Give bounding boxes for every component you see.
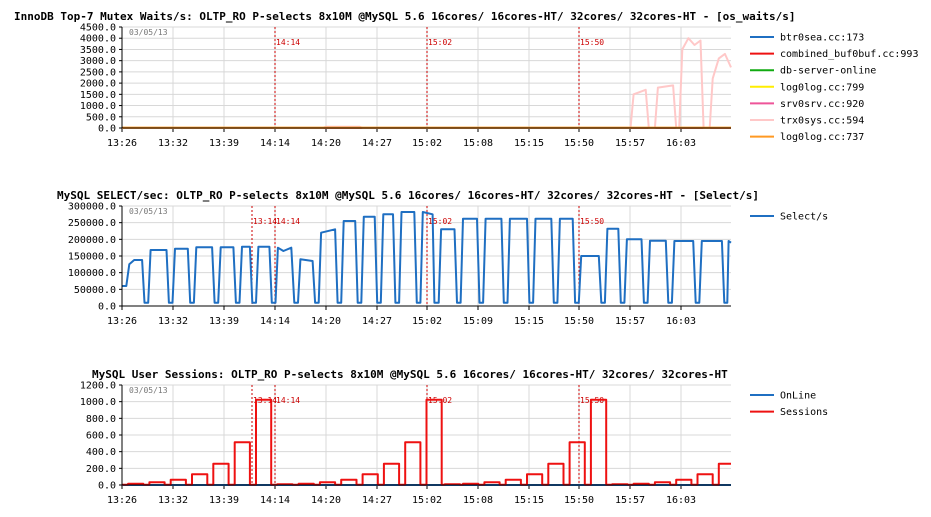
time-marker-label: 15:50 [580,217,604,226]
y-tick-label: 3500.0 [80,45,116,56]
x-tick-label: 15:08 [463,138,493,149]
y-tick-label: 1000.0 [80,101,116,112]
chart-1: InnoDB Top-7 Mutex Waits/s: OLTP_RO P-se… [14,10,918,149]
legend-label: OnLine [780,391,816,402]
y-tick-label: 200000.0 [68,235,116,246]
x-tick-label: 14:20 [311,495,341,506]
y-tick-label: 3000.0 [80,56,116,67]
x-tick-label: 15:02 [412,138,442,149]
y-tick-label: 600.0 [86,431,116,442]
legend-label: Select/s [780,212,828,223]
x-tick-label: 16:03 [666,495,696,506]
x-tick-label: 14:14 [260,495,290,506]
x-tick-label: 15:50 [564,495,594,506]
time-marker-label: 14:14 [276,38,300,47]
x-tick-label: 15:50 [564,138,594,149]
legend-label: trx0sys.cc:594 [780,116,864,127]
x-tick-label: 16:03 [666,316,696,327]
legend-label: Sessions [780,407,828,418]
time-marker-label: 15:02 [428,217,452,226]
x-tick-label: 13:39 [209,316,239,327]
time-marker-label: 15:50 [580,38,604,47]
time-marker-label: 14:14 [276,396,300,405]
x-tick-label: 14:20 [311,138,341,149]
x-tick-label: 15:15 [514,138,544,149]
x-tick-label: 15:09 [463,316,493,327]
y-tick-label: 100000.0 [68,268,116,279]
y-tick-label: 400.0 [86,447,116,458]
x-tick-label: 14:27 [362,138,392,149]
x-tick-label: 13:39 [209,495,239,506]
y-tick-label: 500.0 [86,112,116,123]
x-tick-label: 13:39 [209,138,239,149]
chart-title: MySQL SELECT/sec: OLTP_RO P-selects 8x10… [57,189,759,202]
legend-label: log0log.cc:799 [780,82,864,93]
x-tick-label: 14:14 [260,316,290,327]
time-marker-label: 14:14 [276,217,300,226]
y-tick-label: 800.0 [86,414,116,425]
x-tick-label: 16:03 [666,138,696,149]
y-tick-label: 150000.0 [68,252,116,263]
x-tick-label: 14:20 [311,316,341,327]
x-tick-label: 15:08 [463,495,493,506]
time-marker-label: 15:02 [428,38,452,47]
date-label: 03/05/13 [129,207,168,216]
chart-2: MySQL SELECT/sec: OLTP_RO P-selects 8x10… [57,189,828,327]
y-tick-label: 300000.0 [68,202,116,213]
x-tick-label: 14:14 [260,138,290,149]
legend-label: btr0sea.cc:173 [780,33,864,44]
x-tick-label: 14:27 [362,495,392,506]
x-tick-label: 15:15 [514,495,544,506]
x-tick-label: 15:50 [564,316,594,327]
y-tick-label: 4000.0 [80,34,116,45]
chart-3: MySQL User Sessions: OLTP_RO P-selects 8… [80,368,828,506]
x-tick-label: 15:57 [615,495,645,506]
x-tick-label: 15:15 [514,316,544,327]
legend-label: db-server-online [780,66,876,77]
chart-title: MySQL User Sessions: OLTP_RO P-selects 8… [92,368,728,381]
legend-label: srv0srv.cc:920 [780,99,864,110]
y-tick-label: 50000.0 [74,285,116,296]
x-tick-label: 15:57 [615,138,645,149]
x-tick-label: 15:02 [412,495,442,506]
time-marker-label: 13:14 [253,217,277,226]
legend-label: log0log.cc:737 [780,132,864,143]
x-tick-label: 13:26 [107,138,137,149]
x-tick-label: 13:26 [107,316,137,327]
y-tick-label: 2500.0 [80,67,116,78]
y-tick-label: 0.0 [98,481,116,492]
x-tick-label: 13:26 [107,495,137,506]
x-tick-label: 13:32 [158,316,188,327]
series-line-select-s [122,211,732,304]
y-tick-label: 1200.0 [80,381,116,392]
date-label: 03/05/13 [129,386,168,395]
y-tick-label: 0.0 [98,124,116,135]
y-tick-label: 1000.0 [80,397,116,408]
x-tick-label: 14:27 [362,316,392,327]
date-label: 03/05/13 [129,28,168,37]
y-tick-label: 250000.0 [68,218,116,229]
x-tick-label: 13:32 [158,495,188,506]
y-tick-label: 0.0 [98,302,116,313]
legend-label: combined_buf0buf.cc:993 [780,49,918,60]
x-tick-label: 13:32 [158,138,188,149]
y-tick-label: 1500.0 [80,90,116,101]
y-tick-label: 2000.0 [80,79,116,90]
x-tick-label: 15:02 [412,316,442,327]
y-tick-label: 4500.0 [80,23,116,34]
chart-title: InnoDB Top-7 Mutex Waits/s: OLTP_RO P-se… [14,10,795,23]
y-tick-label: 200.0 [86,464,116,475]
x-tick-label: 15:57 [615,316,645,327]
